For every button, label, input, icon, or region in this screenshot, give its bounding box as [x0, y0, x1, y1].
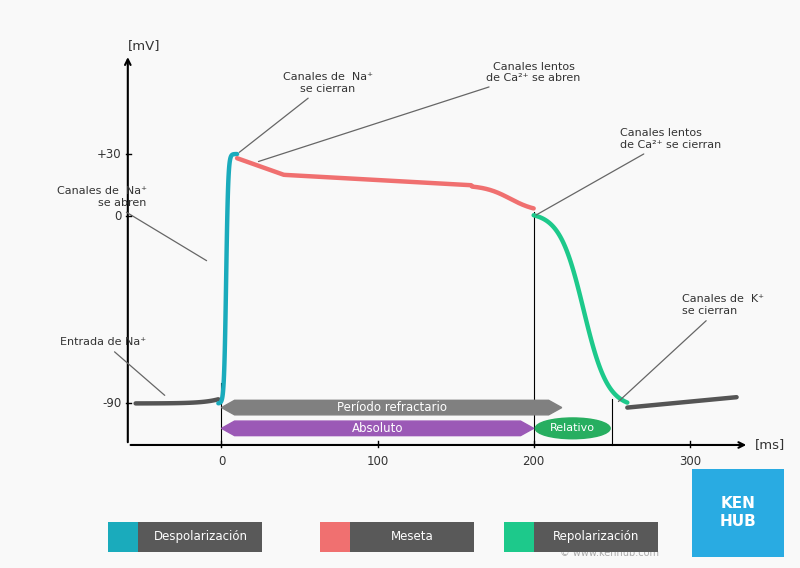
Text: Repolarización: Repolarización — [554, 531, 639, 543]
Text: Canales lentos
de Ca²⁺ se cierran: Canales lentos de Ca²⁺ se cierran — [536, 128, 721, 215]
Text: [mV]: [mV] — [128, 40, 160, 52]
Polygon shape — [222, 421, 534, 436]
Text: Canales de  K⁺
se cierran: Canales de K⁺ se cierran — [618, 294, 764, 402]
Text: +30: +30 — [97, 148, 122, 161]
Text: Entrada de Na⁺: Entrada de Na⁺ — [61, 337, 165, 395]
Ellipse shape — [535, 418, 610, 438]
Text: Absoluto: Absoluto — [352, 422, 403, 435]
Text: -90: -90 — [102, 397, 122, 410]
Text: Meseta: Meseta — [391, 531, 434, 543]
Polygon shape — [222, 400, 562, 415]
Text: Canales de  Na⁺
se abren: Canales de Na⁺ se abren — [57, 186, 206, 261]
Text: 300: 300 — [678, 456, 701, 469]
Text: KEN
HUB: KEN HUB — [720, 496, 756, 529]
Text: © www.kenhub.com: © www.kenhub.com — [560, 548, 659, 558]
Text: 0: 0 — [218, 456, 225, 469]
Text: [ms]: [ms] — [755, 438, 786, 452]
Text: 0: 0 — [114, 210, 122, 223]
Text: 200: 200 — [522, 456, 545, 469]
Text: Período refractario: Período refractario — [337, 401, 446, 414]
Text: Relativo: Relativo — [550, 423, 595, 433]
Text: Canales de  Na⁺
se cierran: Canales de Na⁺ se cierran — [239, 72, 373, 152]
Text: Despolarización: Despolarización — [154, 531, 247, 543]
Text: Canales lentos
de Ca²⁺ se abren: Canales lentos de Ca²⁺ se abren — [258, 62, 581, 161]
Text: 100: 100 — [366, 456, 389, 469]
